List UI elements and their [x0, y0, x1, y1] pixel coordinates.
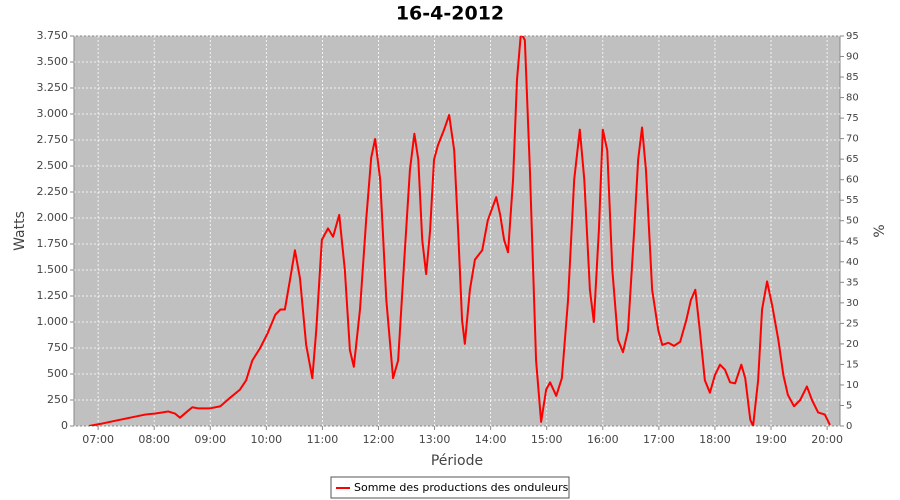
y-tick-label: 3.000	[37, 107, 69, 120]
y2-tick-label: 45	[846, 236, 859, 247]
y2-tick-label: 35	[846, 277, 859, 288]
plot-area	[73, 35, 841, 427]
y-tick-label: 1.500	[37, 263, 69, 276]
y2-tick-label: 25	[846, 318, 859, 329]
x-tick-label: 18:00	[699, 433, 731, 446]
y-tick-label: 750	[47, 341, 68, 354]
y-tick-label: 3.750	[37, 29, 69, 42]
y-tick-label: 3.250	[37, 81, 69, 94]
y-tick-label: 2.250	[37, 185, 69, 198]
y2-tick-label: 10	[846, 380, 859, 391]
y2-tick-label: 75	[846, 113, 859, 124]
x-tick-label: 17:00	[643, 433, 675, 446]
y-tick-label: 2.750	[37, 133, 69, 146]
y-tick-label: 2.500	[37, 159, 69, 172]
y-axis-title: Watts	[12, 211, 28, 251]
x-tick-label: 19:00	[755, 433, 787, 446]
y-tick-label: 1.250	[37, 289, 69, 302]
x-tick-label: 08:00	[138, 433, 170, 446]
y2-tick-label: 5	[846, 400, 852, 411]
legend-label: Somme des productions des onduleurs	[354, 481, 569, 494]
x-tick-label: 16:00	[587, 433, 619, 446]
y2-tick-label: 0	[846, 421, 852, 432]
y-tick-label: 250	[47, 393, 68, 406]
y2-tick-label: 60	[846, 175, 859, 186]
x-tick-label: 10:00	[250, 433, 282, 446]
x-tick-label: 07:00	[82, 433, 114, 446]
y2-tick-label: 70	[846, 134, 859, 145]
y2-tick-label: 85	[846, 72, 859, 83]
y-tick-label: 2.000	[37, 211, 69, 224]
x-tick-label: 12:00	[363, 433, 395, 446]
legend: Somme des productions des onduleurs	[330, 476, 570, 499]
legend-box	[330, 476, 570, 499]
y2-axis-title: %	[872, 224, 888, 237]
series-line	[88, 36, 831, 426]
x-axis-title: Période	[431, 453, 483, 469]
y-tick-label: 0	[61, 419, 68, 432]
y2-tick-label: 95	[846, 31, 859, 42]
y-tick-label: 1.000	[37, 315, 69, 328]
y2-tick-label: 65	[846, 154, 859, 165]
y2-tick-label: 50	[846, 216, 859, 227]
x-tick-label: 20:00	[811, 433, 843, 446]
y-tick-label: 3.500	[37, 55, 69, 68]
y-tick-label: 500	[47, 367, 68, 380]
x-tick-label: 15:00	[531, 433, 563, 446]
y2-tick-label: 20	[846, 339, 859, 350]
y2-tick-label: 80	[846, 93, 859, 104]
x-tick-label: 13:00	[419, 433, 451, 446]
x-tick-label: 09:00	[194, 433, 226, 446]
y-tick-label: 1.750	[37, 237, 69, 250]
chart-title: 16-4-2012	[396, 3, 504, 25]
y2-tick-label: 30	[846, 298, 859, 309]
y2-tick-label: 55	[846, 195, 859, 206]
y2-tick-label: 15	[846, 359, 859, 370]
y2-tick-label: 90	[846, 52, 859, 63]
y2-tick-label: 40	[846, 257, 859, 268]
x-tick-label: 11:00	[307, 433, 339, 446]
x-tick-label: 14:00	[475, 433, 507, 446]
